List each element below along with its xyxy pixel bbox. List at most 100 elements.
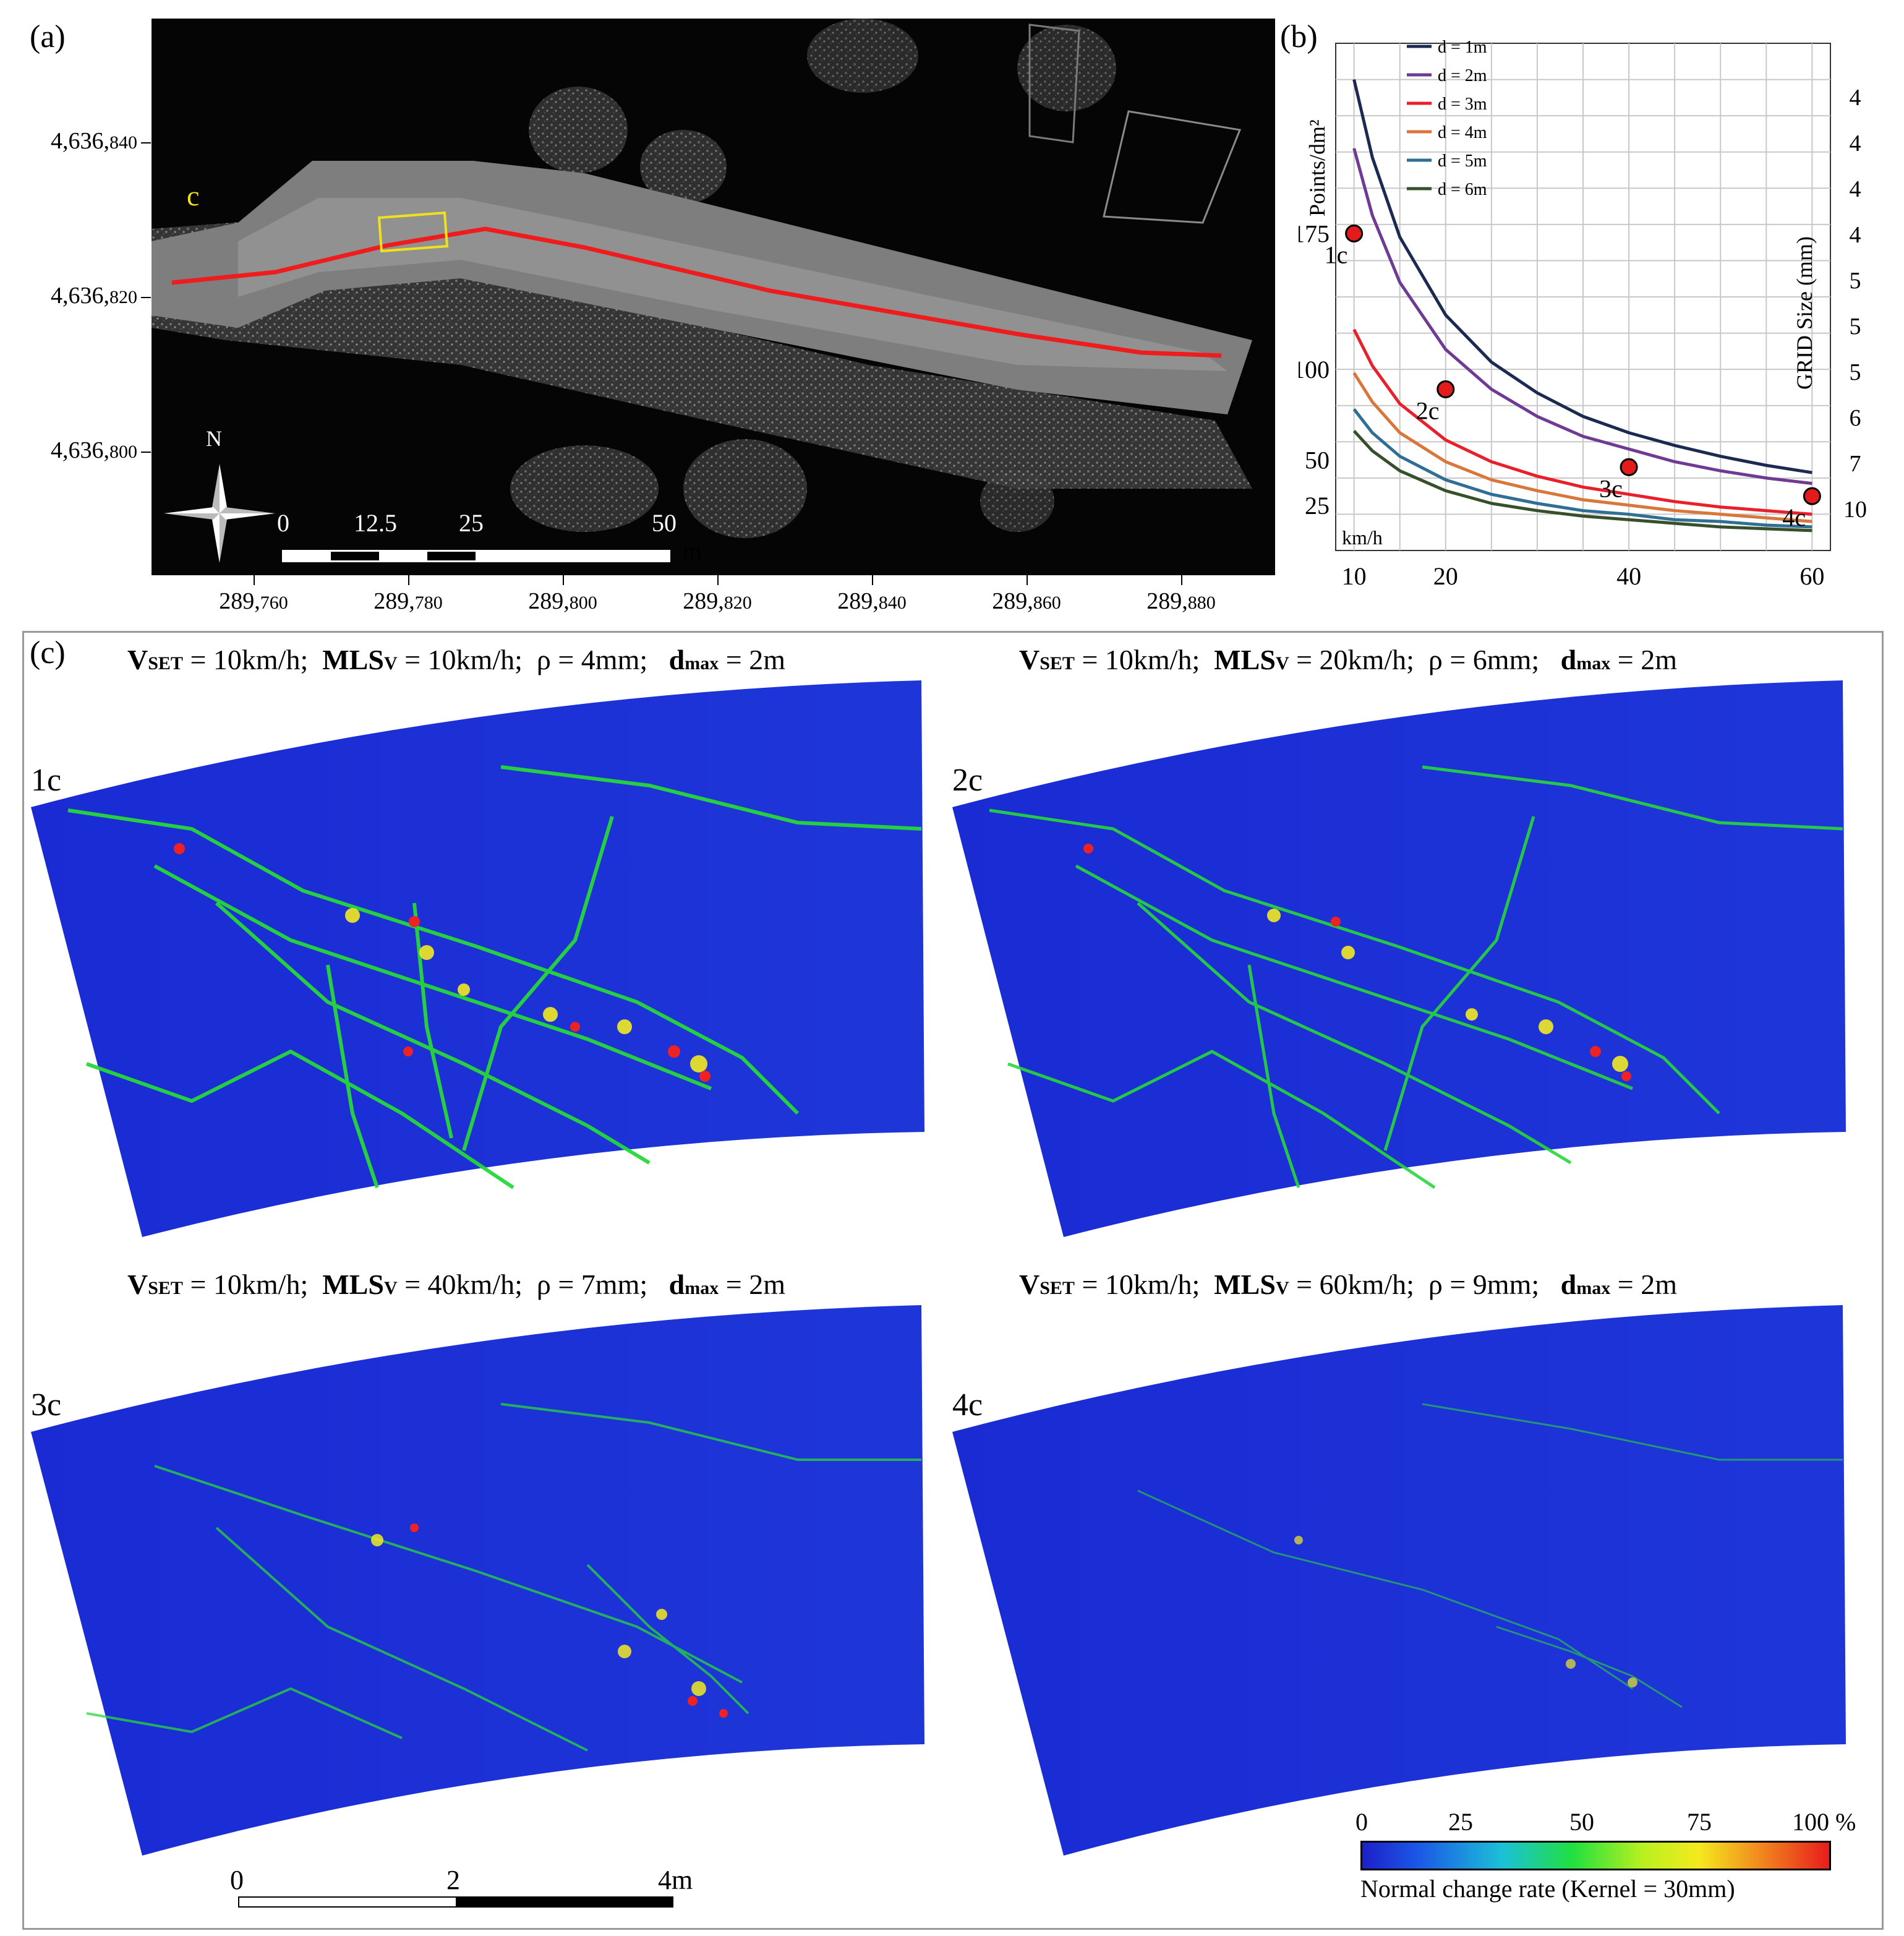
colorbar-tick-75: 75 bbox=[1687, 1808, 1712, 1836]
series-line-4 bbox=[1352, 372, 1812, 523]
highlight-point-4c bbox=[1803, 487, 1821, 505]
map-caption-3: VSET = 10km/h; MLSV = 40km/h; ρ = 7mm; d… bbox=[127, 1269, 785, 1300]
colorbar-tick-25: 25 bbox=[1448, 1808, 1473, 1836]
y-tick-a: 4,636,820 bbox=[51, 283, 137, 309]
highlight-label-4c: 4c bbox=[1782, 503, 1806, 531]
heatmap-2c bbox=[952, 680, 1846, 1237]
tick-mark bbox=[872, 575, 873, 585]
y-axis-label: Points/dm² bbox=[1305, 119, 1330, 216]
scale-bar-c-black bbox=[456, 1896, 673, 1908]
highlight-point-1c bbox=[1345, 225, 1364, 242]
y-tick-a: 4,636,800 bbox=[51, 437, 137, 463]
colorbar-tick-100: 100 % bbox=[1792, 1808, 1856, 1836]
grid-size-tick: 7 bbox=[1850, 451, 1861, 477]
panel-b-label: (b) bbox=[1280, 19, 1318, 54]
heatmap-3c bbox=[31, 1305, 924, 1856]
highlight-label-3c: 3c bbox=[1599, 474, 1623, 502]
map-caption-2: VSET = 10km/h; MLSV = 20km/h; ρ = 6mm; d… bbox=[1019, 644, 1677, 675]
map-caption-1: VSET = 10km/h; MLSV = 10km/h; ρ = 4mm; d… bbox=[127, 644, 785, 675]
grid-size-tick: 10 bbox=[1843, 497, 1867, 523]
tick-mark bbox=[1181, 575, 1182, 585]
tick-mark bbox=[1027, 575, 1028, 585]
grid-size-tick: 6 bbox=[1850, 405, 1861, 431]
heatmap-tag-2c: 2c bbox=[952, 763, 983, 798]
x-tick-a: 289,860 bbox=[992, 588, 1061, 614]
chart-legend: d = 1m d = 2m d = 3m d = 4m d = 5m d = 6m bbox=[1407, 38, 1487, 199]
x-tick-a: 289,780 bbox=[374, 588, 443, 614]
series-line-5 bbox=[1352, 408, 1812, 529]
grid-size-tick: 5 bbox=[1850, 314, 1861, 340]
y-tick-b: 175 bbox=[1299, 220, 1330, 248]
north-arrow-icon bbox=[164, 464, 275, 563]
x-tick-a: 289,820 bbox=[683, 588, 752, 614]
map-caption-4: VSET = 10km/h; MLSV = 60km/h; ρ = 9mm; d… bbox=[1019, 1269, 1677, 1300]
series-line-6 bbox=[1352, 430, 1812, 533]
heatmap-1c bbox=[31, 680, 924, 1237]
scale-a-label-0: 0 bbox=[277, 509, 289, 537]
chart-series bbox=[1352, 79, 1812, 533]
y-tick-a: 4,636,840 bbox=[51, 128, 137, 154]
series-line-3 bbox=[1352, 328, 1812, 516]
building-outline bbox=[1103, 110, 1242, 224]
x-unit-label: km/h bbox=[1342, 526, 1383, 549]
scale-c-label-1: 2 bbox=[446, 1865, 460, 1895]
grid-size-tick: 4 bbox=[1850, 131, 1861, 156]
heatmap-tag-1c: 1c bbox=[31, 763, 62, 798]
grid-size-tick: 4 bbox=[1850, 176, 1861, 202]
legend-label-3: d = 3m bbox=[1438, 95, 1487, 114]
x-tick-b: 10 bbox=[1342, 562, 1367, 590]
colorbar-label: Normal change rate (Kernel = 30mm) bbox=[1360, 1875, 1735, 1903]
point-cloud-render bbox=[152, 19, 1252, 563]
legend-label-6: d = 6m bbox=[1438, 180, 1487, 199]
scale-a-unit: m bbox=[683, 538, 702, 565]
tree-crown bbox=[640, 130, 727, 204]
scale-a-label-2: 25 bbox=[459, 509, 484, 537]
legend-label-5: d = 5m bbox=[1438, 152, 1487, 171]
tick-mark bbox=[563, 575, 564, 585]
chart-text: 175 100 50 25 10 20 40 60 km/h Points/dm² GRID Siz… bbox=[1299, 85, 1867, 590]
legend-label-2: d = 2m bbox=[1438, 66, 1487, 85]
grid-size-tick: 5 bbox=[1850, 268, 1861, 294]
scale-c-label-2: 4m bbox=[658, 1865, 693, 1895]
inset-label: c bbox=[187, 180, 200, 212]
north-label: N bbox=[206, 426, 222, 451]
series-line-2 bbox=[1352, 148, 1812, 486]
y-tick-b: 50 bbox=[1305, 447, 1330, 474]
tick-mark bbox=[141, 142, 151, 143]
mls-trajectory bbox=[171, 226, 1222, 358]
tree-crown bbox=[807, 19, 918, 93]
x-tick-a: 289,880 bbox=[1146, 588, 1216, 614]
highlight-point-2c bbox=[1437, 380, 1455, 398]
colorbar-tick-50: 50 bbox=[1569, 1808, 1594, 1836]
tick-mark bbox=[141, 452, 151, 453]
tick-mark bbox=[254, 575, 255, 585]
colorbar-tick-0: 0 bbox=[1355, 1808, 1368, 1836]
tick-mark bbox=[141, 297, 151, 298]
y-tick-b: 25 bbox=[1305, 492, 1330, 520]
scale-bar-a bbox=[282, 550, 670, 562]
colorbar bbox=[1360, 1841, 1831, 1870]
legend-label-1: d = 1m bbox=[1438, 38, 1487, 57]
series-line-1 bbox=[1352, 79, 1812, 474]
scale-a-label-3: 50 bbox=[652, 509, 677, 537]
grid-size-tick: 4 bbox=[1850, 85, 1861, 111]
y-tick-b: 100 bbox=[1299, 356, 1330, 383]
grid-size-tick: 5 bbox=[1850, 359, 1861, 385]
panel-c-label: (c) bbox=[30, 635, 66, 670]
highlight-label-2c: 2c bbox=[1416, 396, 1440, 424]
tree-crown bbox=[980, 470, 1054, 532]
vegetation-strip bbox=[152, 216, 1252, 489]
right-axis-label: GRID Size (mm) bbox=[1792, 236, 1817, 390]
heatmap-tag-4c: 4c bbox=[952, 1387, 983, 1423]
x-tick-b: 40 bbox=[1616, 562, 1641, 590]
tree-crown bbox=[1017, 25, 1116, 111]
scale-bar-c-white bbox=[238, 1896, 457, 1908]
x-tick-a: 289,840 bbox=[837, 588, 907, 614]
tick-mark bbox=[408, 575, 409, 585]
highlight-label-1c: 1c bbox=[1325, 241, 1348, 269]
x-tick-a: 289,760 bbox=[219, 588, 288, 614]
legend-label-4: d = 4m bbox=[1438, 123, 1487, 142]
heatmap-tag-3c: 3c bbox=[31, 1387, 62, 1423]
tree-crown bbox=[529, 87, 628, 173]
